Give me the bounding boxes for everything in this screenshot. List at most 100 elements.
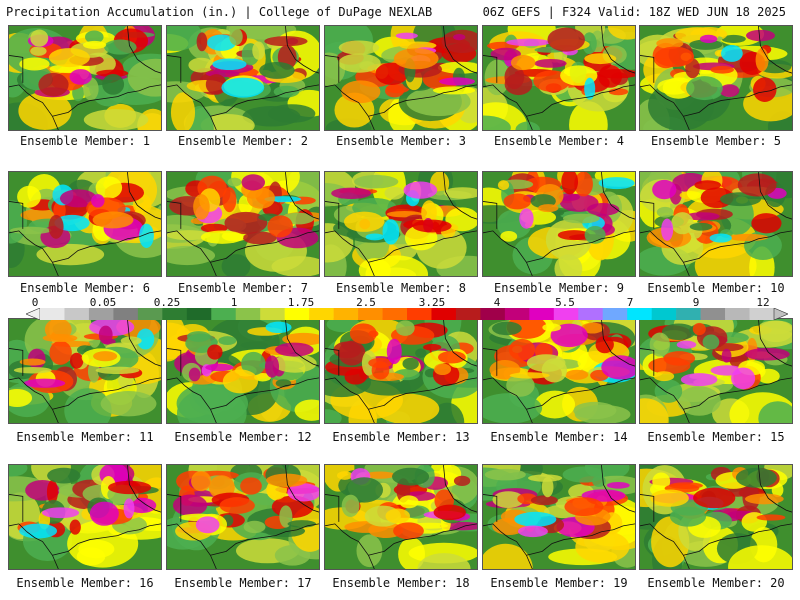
colorbar-swatch: [700, 308, 726, 320]
precip-map-10: [640, 172, 792, 276]
colorbar-tick-label: 0.05: [89, 296, 117, 309]
colorbar-swatch: [553, 308, 579, 320]
chart-title: Precipitation Accumulation (in.) | Colle…: [6, 5, 433, 19]
precip-map-15: [640, 319, 792, 423]
member-caption: Ensemble Member: 16: [6, 576, 164, 590]
colorbar-swatch: [260, 308, 285, 320]
member-caption-label: Ensemble Member:: [650, 134, 767, 148]
member-caption: Ensemble Member: 1: [6, 134, 164, 148]
member-number: 3: [451, 134, 467, 148]
member-caption: Ensemble Member: 12: [164, 430, 322, 444]
member-caption-label: Ensemble Member:: [16, 576, 132, 590]
map-borders: [9, 465, 161, 569]
member-panel-18: [324, 464, 478, 570]
member-caption-label: Ensemble Member:: [647, 576, 763, 590]
colorbar-swatch: [407, 308, 432, 320]
member-panel-3: [324, 25, 478, 131]
member-number: 5: [766, 134, 782, 148]
colorbar-swatch: [211, 308, 237, 320]
member-caption-label: Ensemble Member:: [335, 134, 452, 148]
member-caption-label: Ensemble Member:: [332, 576, 448, 590]
precip-map-11: [9, 319, 161, 423]
member-panel-11: [8, 318, 162, 424]
member-panel-15: [639, 318, 793, 424]
map-borders: [9, 172, 161, 276]
map-borders: [325, 319, 477, 423]
member-caption: Ensemble Member: 5: [637, 134, 795, 148]
precip-map-13: [325, 319, 477, 423]
map-borders: [640, 465, 792, 569]
member-caption-label: Ensemble Member:: [177, 281, 294, 295]
colorbar-swatch: [309, 308, 334, 320]
colorbar-min-arrow: [26, 308, 41, 320]
member-caption: Ensemble Member: 17: [164, 576, 322, 590]
colorbar-swatch: [749, 308, 775, 320]
precip-map-7: [167, 172, 319, 276]
map-borders: [483, 319, 635, 423]
member-caption-label: Ensemble Member:: [490, 576, 606, 590]
member-caption: Ensemble Member: 11: [6, 430, 164, 444]
colorbar-swatch: [88, 308, 114, 320]
precip-map-4: [483, 26, 635, 130]
precip-map-6: [9, 172, 161, 276]
precipitation-colorbar: [26, 308, 788, 320]
colorbar-tick-label: 9: [692, 296, 700, 309]
member-caption: Ensemble Member: 19: [480, 576, 638, 590]
member-panel-6: [8, 171, 162, 277]
member-caption: Ensemble Member: 18: [322, 576, 480, 590]
member-number: 7: [293, 281, 309, 295]
member-caption-label: Ensemble Member:: [493, 134, 610, 148]
precip-map-1: [9, 26, 161, 130]
colorbar-swatch: [284, 308, 310, 320]
member-caption-label: Ensemble Member:: [19, 134, 136, 148]
member-number: 2: [293, 134, 309, 148]
colorbar-swatch: [602, 308, 628, 320]
colorbar-swatch: [725, 308, 750, 320]
map-borders: [640, 26, 792, 130]
colorbar-swatch: [627, 308, 652, 320]
member-caption-label: Ensemble Member:: [490, 430, 606, 444]
member-panel-16: [8, 464, 162, 570]
member-caption: Ensemble Member: 3: [322, 134, 480, 148]
colorbar-tick-label: 7: [626, 296, 634, 309]
model-valid-time: 06Z GEFS | F324 Valid: 18Z WED JUN 18 20…: [482, 5, 786, 19]
precip-map-18: [325, 465, 477, 569]
member-caption-label: Ensemble Member:: [647, 430, 763, 444]
member-number: 15: [762, 430, 785, 444]
map-borders: [167, 26, 319, 130]
member-caption: Ensemble Member: 2: [164, 134, 322, 148]
member-number: 17: [289, 576, 312, 590]
map-borders: [325, 465, 477, 569]
member-caption-label: Ensemble Member:: [177, 134, 294, 148]
member-caption-label: Ensemble Member:: [174, 430, 290, 444]
member-caption: Ensemble Member: 9: [480, 281, 638, 295]
colorbar-tick-label: 3.25: [418, 296, 446, 309]
precip-map-17: [167, 465, 319, 569]
member-panel-10: [639, 171, 793, 277]
colorbar-tick-label: 0.25: [153, 296, 181, 309]
precip-map-19: [483, 465, 635, 569]
map-borders: [483, 465, 635, 569]
map-borders: [640, 319, 792, 423]
member-panel-20: [639, 464, 793, 570]
member-caption: Ensemble Member: 13: [322, 430, 480, 444]
member-number: 20: [762, 576, 785, 590]
colorbar-swatch: [333, 308, 359, 320]
map-borders: [483, 26, 635, 130]
member-number: 19: [605, 576, 628, 590]
colorbar-tick-label: 0: [31, 296, 39, 309]
colorbar-tick-label: 2.5: [356, 296, 376, 309]
colorbar-tick-label: 1: [230, 296, 238, 309]
map-borders: [325, 26, 477, 130]
colorbar-swatch: [235, 308, 261, 320]
colorbar-swatch: [651, 308, 677, 320]
map-borders: [640, 172, 792, 276]
member-number: 11: [131, 430, 154, 444]
precip-map-16: [9, 465, 161, 569]
member-caption: Ensemble Member: 14: [480, 430, 638, 444]
member-panel-1: [8, 25, 162, 131]
member-caption: Ensemble Member: 20: [637, 576, 795, 590]
map-borders: [9, 319, 161, 423]
member-number: 18: [447, 576, 470, 590]
member-caption: Ensemble Member: 4: [480, 134, 638, 148]
